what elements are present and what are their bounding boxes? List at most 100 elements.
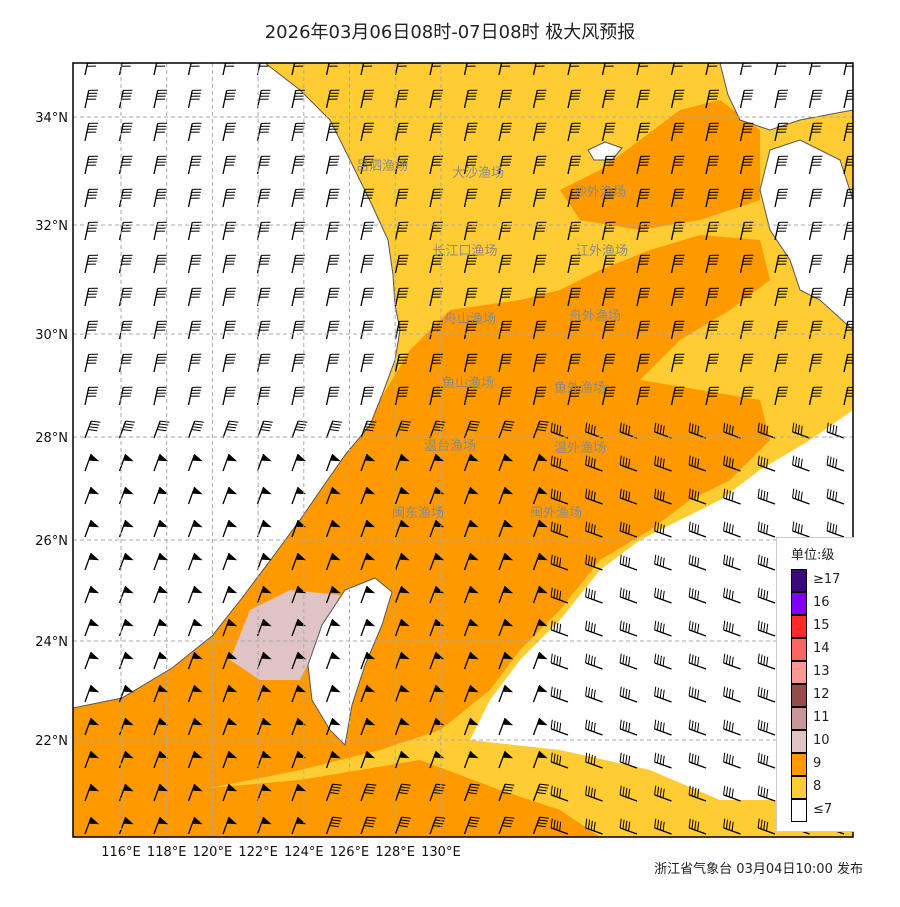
wind-barb — [187, 287, 202, 307]
x-tick-label: 120°E — [193, 845, 233, 860]
wind-barb — [360, 486, 376, 505]
wind-barb — [429, 453, 445, 472]
wind-barb — [291, 287, 305, 307]
wind-barb — [498, 254, 512, 274]
wind-barb — [723, 455, 741, 472]
wind-barb — [723, 488, 741, 505]
wind-barb — [394, 320, 409, 340]
wind-barb — [394, 420, 411, 439]
wind-barb — [256, 585, 272, 604]
wind-barb — [567, 254, 581, 274]
wind-barb — [118, 122, 133, 142]
wind-barb — [222, 717, 238, 736]
wind-barb — [550, 752, 569, 769]
wind-barb — [84, 816, 100, 835]
wind-barb — [739, 155, 754, 175]
wind-barb — [532, 552, 548, 571]
wind-barb — [187, 816, 203, 835]
legend-swatch — [791, 615, 807, 638]
wind-barb — [118, 816, 134, 835]
wind-barb — [153, 585, 169, 604]
wind-barb — [550, 620, 569, 637]
wind-barb — [826, 488, 845, 505]
wind-barb — [808, 287, 823, 307]
wind-barb — [84, 386, 98, 406]
wind-barb — [84, 717, 100, 736]
wind-barb — [532, 320, 547, 340]
wind-barb — [153, 122, 167, 142]
legend-swatch — [791, 661, 807, 684]
wind-barb — [325, 188, 340, 208]
wind-barb — [739, 386, 754, 406]
wind-barb — [394, 254, 409, 274]
legend-item: 9 — [791, 753, 851, 776]
wind-barb — [550, 554, 569, 571]
wind-barb — [498, 287, 512, 307]
wind-barb — [360, 783, 377, 802]
wind-barb — [394, 155, 409, 175]
wind-barb — [843, 122, 853, 142]
wind-barb — [153, 486, 169, 505]
wind-barb — [360, 816, 377, 835]
wind-barb — [532, 122, 547, 142]
wind-barb — [463, 287, 478, 307]
wind-barb — [187, 188, 202, 208]
wind-barb — [739, 353, 754, 373]
wind-barb — [222, 188, 236, 208]
wind-barb — [256, 188, 271, 208]
wind-barb — [585, 653, 603, 670]
wind-barb — [153, 816, 169, 835]
wind-barb — [429, 486, 445, 505]
wind-barb — [550, 455, 569, 472]
wind-barb — [739, 89, 754, 109]
wind-barb — [222, 519, 238, 538]
wind-barb — [84, 188, 98, 208]
wind-barb — [84, 651, 100, 670]
wind-barb — [394, 453, 410, 472]
wind-barb — [222, 122, 236, 142]
wind-barb — [325, 89, 340, 109]
wind-barb — [498, 816, 515, 835]
wind-barb — [774, 122, 788, 142]
wind-barb — [325, 353, 340, 373]
wind-barb — [118, 453, 134, 472]
wind-barb — [429, 684, 445, 703]
wind-barb — [688, 785, 707, 802]
wind-barb — [153, 287, 167, 307]
wind-barb — [360, 221, 374, 241]
y-tick-label: 26°N — [35, 534, 68, 549]
wind-barb — [636, 287, 650, 307]
legend-label: ≤7 — [813, 802, 833, 817]
wind-barb — [498, 320, 512, 340]
x-tick-label: 130°E — [421, 845, 461, 860]
wind-barb — [187, 89, 202, 109]
wind-barb — [498, 420, 515, 439]
wind-barb — [601, 122, 616, 142]
wind-barb — [463, 155, 478, 175]
wind-barb — [670, 155, 685, 175]
wind-barb — [187, 420, 204, 439]
wind-barb — [222, 353, 236, 373]
wind-barb — [585, 587, 603, 604]
wind-barb — [429, 287, 443, 307]
wind-barb — [636, 320, 650, 340]
wind-barb — [654, 455, 672, 472]
wind-barb — [654, 719, 672, 736]
wind-barb — [360, 651, 376, 670]
wind-barb — [325, 519, 341, 538]
wind-barb — [325, 618, 341, 637]
wind-barb — [394, 783, 411, 802]
wind-barb — [222, 420, 239, 439]
wind-barb — [256, 717, 272, 736]
wind-barb — [532, 89, 547, 109]
wind-barb — [153, 89, 167, 109]
wind-barb — [774, 188, 788, 208]
wind-barb — [153, 552, 169, 571]
wind-barb — [463, 618, 479, 637]
wind-barb — [705, 188, 719, 208]
wind-barb — [394, 816, 411, 835]
wind-barb — [723, 752, 741, 769]
legend-item: 10 — [791, 730, 851, 753]
wind-barb — [757, 455, 776, 472]
wind-barb — [636, 254, 650, 274]
